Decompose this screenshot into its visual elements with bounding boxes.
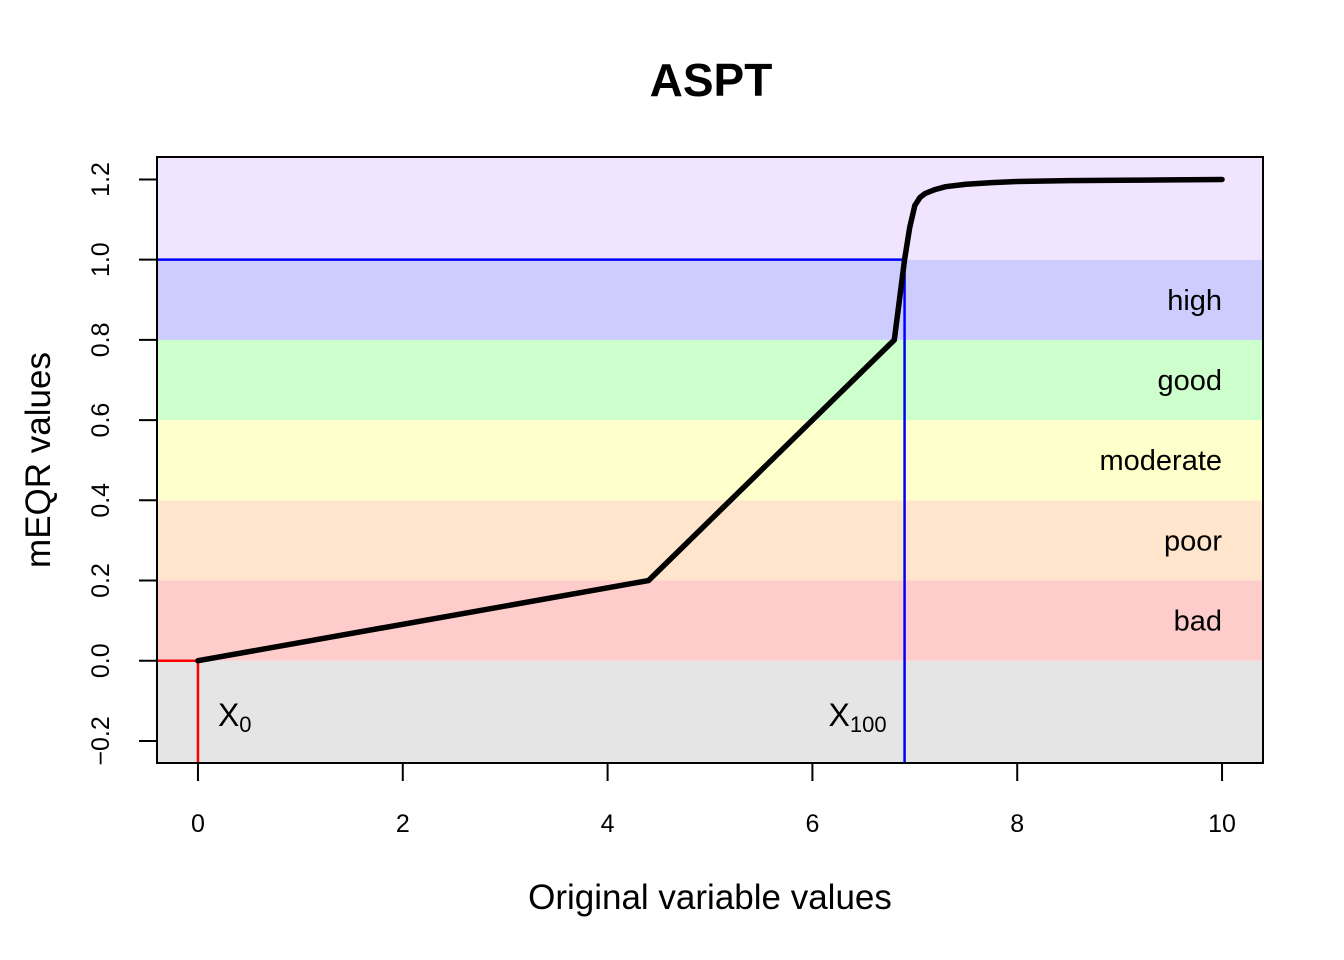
marker-label-x0: X0: [218, 697, 252, 737]
x-tick-label-2: 4: [601, 810, 615, 838]
band-high: [157, 259, 1263, 340]
x-tick-label-5: 10: [1208, 810, 1236, 838]
series-layer: [195, 176, 1225, 664]
marker-subscript-x100: 100: [850, 712, 887, 737]
band-labels: bad poor moderate good high: [1100, 285, 1223, 638]
band-label-poor: poor: [1164, 525, 1222, 557]
marker-subscript-x0: 0: [239, 712, 251, 737]
band-moderate: [157, 420, 1263, 501]
y-axis-title: mEQR values: [19, 352, 58, 568]
y-tick-label-4: 0.6: [87, 403, 115, 438]
y-tick-label-1: 0.0: [87, 643, 115, 678]
band-good: [157, 339, 1263, 421]
x-tick-label-4: 8: [1010, 810, 1024, 838]
marker-letter-x0: X: [218, 697, 239, 733]
y-tick-label-3: 0.4: [87, 483, 115, 518]
marker-labels: X0 X100: [218, 697, 887, 737]
band-label-bad: bad: [1174, 606, 1222, 638]
y-tick-label-6: 1.0: [87, 242, 115, 277]
x-tick-label-1: 2: [396, 810, 410, 838]
band-label-high: high: [1167, 285, 1222, 317]
band-poor: [157, 500, 1263, 581]
x-axis-title: Original variable values: [528, 878, 892, 917]
y-tick-label-0: −0.2: [87, 716, 115, 765]
band-above-one: [157, 157, 1263, 260]
axes: 0 2 4 6 8 10 −0.2 0.0 0.2 0.4 0.6 0.8 1.0 1.2: [87, 162, 1236, 838]
chart-title: ASPT: [650, 54, 773, 106]
plot-frame: [156, 156, 1264, 764]
series-line-0: [195, 176, 1225, 664]
band-below-zero: [157, 660, 1263, 763]
marker-letter-x100: X: [829, 697, 850, 733]
band-label-moderate: moderate: [1100, 445, 1223, 477]
reference-lines: [157, 258, 906, 763]
marker-label-x100: X100: [829, 697, 887, 737]
band-bad: [157, 580, 1263, 661]
y-tick-label-2: 0.2: [87, 563, 115, 598]
quality-bands: [157, 157, 1263, 763]
y-tick-label-5: 0.8: [87, 322, 115, 357]
band-label-good: good: [1158, 365, 1223, 397]
y-tick-label-7: 1.2: [87, 162, 115, 197]
x-tick-label-0: 0: [191, 810, 205, 838]
x-tick-label-3: 6: [805, 810, 819, 838]
